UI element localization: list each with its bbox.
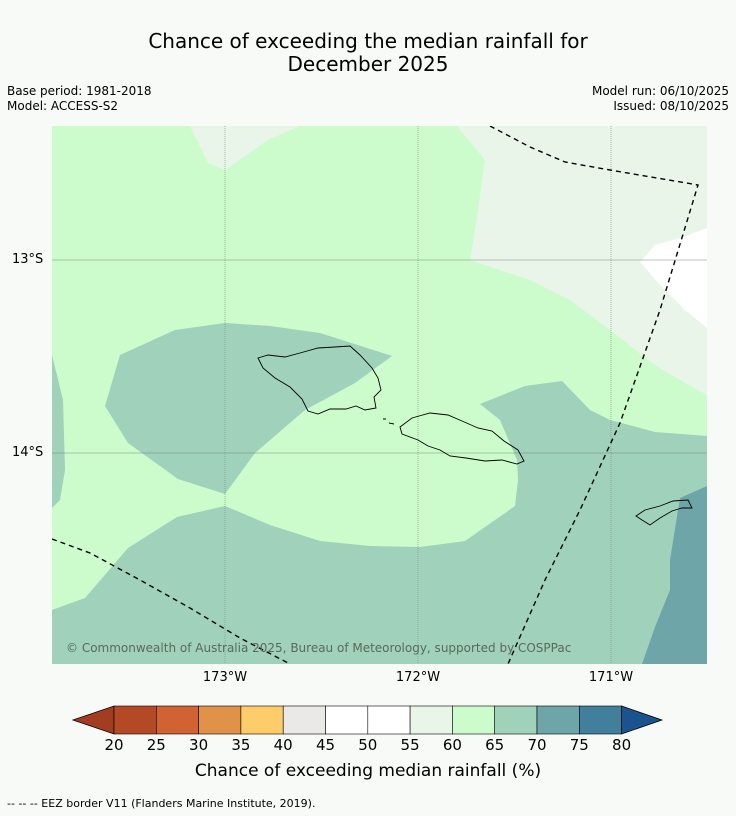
colorbar-bin-60-65 [452,705,495,735]
manono-apolima-islets [383,418,395,425]
upolu-coastline [399,412,525,465]
region-65-70-south [52,381,707,664]
colorbar-bin-70-75 [536,705,580,735]
colorbar-tick-50: 50 [358,736,378,754]
title-line-2: December 2025 [287,52,449,76]
colorbar-tick-80: 80 [612,736,632,754]
copyright-notice: © Commonwealth of Australia 2025, Bureau… [66,641,572,655]
colorbar-tick-25: 25 [146,736,166,754]
colorbar-tick-30: 30 [189,736,209,754]
colorbar-bin-50-55 [367,705,411,735]
colorbar-tick-20: 20 [104,736,124,754]
colorbar-bin-45-50 [325,705,369,735]
tutuila-coastline [635,499,693,526]
colorbar-tick-55: 55 [400,736,420,754]
colorbar-bin-35-40 [240,705,284,735]
meta-left: Base period: 1981-2018 Model: ACCESS-S2 [7,84,152,114]
lon-label-171w: 171°W [588,670,634,685]
region-45-50-northeast [457,126,707,395]
lon-label-172w: 172°W [395,670,441,685]
colorbar-bin-20-25 [113,705,157,735]
eez-footnote: -- -- -- EEZ border V11 (Flanders Marine… [7,797,316,810]
colorbar-tick-35: 35 [231,736,251,754]
colorbar-bin-75-80 [578,705,622,735]
colorbar-bin-40-45 [282,705,326,735]
colorbar-tick-75: 75 [569,736,589,754]
region-65-70-west [52,355,65,508]
region-70-75 [642,486,707,664]
colorbar-tick-45: 45 [315,736,336,754]
lat-label-13s: 13°S [12,252,44,267]
lon-label-173w: 173°W [202,670,248,685]
colorbar-over-arrow [621,705,664,735]
colorbar-tick-70: 70 [527,736,547,754]
lat-label-14s: 14°S [12,445,44,460]
eez-border-east [489,126,699,664]
issued-text: Issued: 08/10/2025 [613,99,729,113]
savaii-coastline [257,345,382,415]
page-title: Chance of exceeding the median rainfall … [0,30,736,76]
colorbar-bin-25-30 [156,705,199,735]
map-area [52,126,707,664]
colorbar-tick-65: 65 [485,736,505,754]
region-55-60 [640,228,707,328]
colorbar-bin-55-60 [409,705,453,735]
region-65-70-upolu [105,323,392,494]
colorbar-title: Chance of exceeding median rainfall (%) [194,761,542,781]
colorbar [71,705,664,735]
model-run-text: Model run: 06/10/2025 [591,84,729,98]
model-text: Model: ACCESS-S2 [7,99,119,113]
base-period-text: Base period: 1981-2018 [7,84,152,98]
colorbar-bin-65-70 [494,705,538,735]
region-45-50-north [190,126,300,170]
colorbar-tick-60: 60 [442,736,462,754]
colorbar-under-arrow [71,705,115,735]
title-line-1: Chance of exceeding the median rainfall … [148,29,588,53]
colorbar-tick-40: 40 [273,736,293,754]
colorbar-bin-30-35 [198,705,242,735]
meta-right: Model run: 06/10/2025 Issued: 08/10/2025 [592,84,729,114]
